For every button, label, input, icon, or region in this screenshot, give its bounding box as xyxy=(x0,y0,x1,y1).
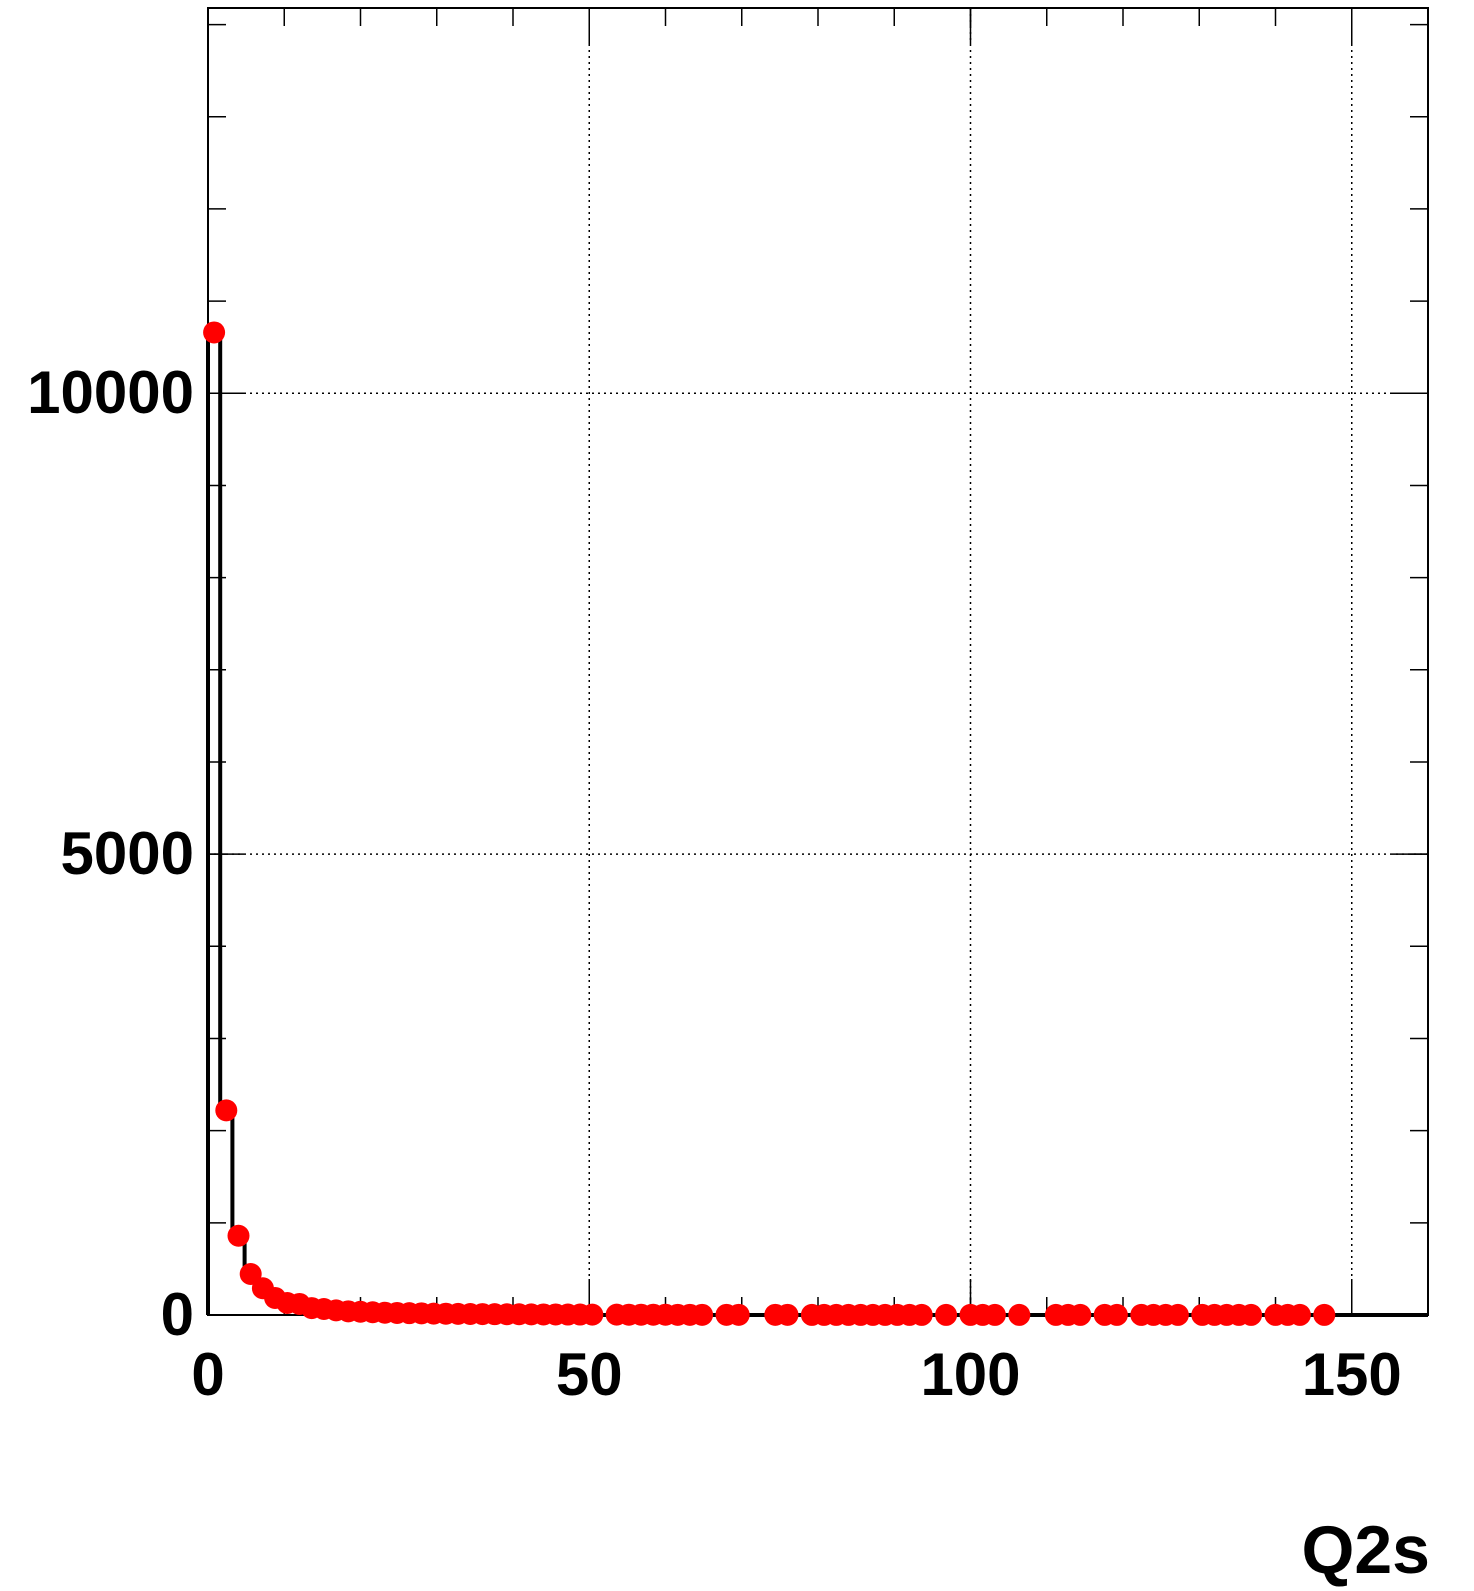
marker xyxy=(1105,1303,1128,1326)
y-tick-label: 10000 xyxy=(27,359,194,426)
marker xyxy=(1166,1303,1189,1326)
marker xyxy=(1313,1303,1336,1326)
marker xyxy=(1288,1303,1311,1326)
marker xyxy=(776,1303,799,1326)
marker xyxy=(910,1303,933,1326)
histogram-line xyxy=(206,330,1428,1317)
marker xyxy=(983,1303,1006,1326)
plot-frame xyxy=(207,7,1429,1316)
marker xyxy=(691,1303,714,1326)
marker xyxy=(1240,1303,1263,1326)
y-tick-label: 0 xyxy=(161,1281,194,1348)
marker xyxy=(935,1303,958,1326)
y-tick-label: 5000 xyxy=(61,820,194,887)
marker xyxy=(203,321,226,344)
x-tick-label: 150 xyxy=(1302,1341,1402,1408)
marker xyxy=(1069,1303,1092,1326)
x-tick-label: 100 xyxy=(920,1341,1020,1408)
marker xyxy=(1008,1303,1031,1326)
marker xyxy=(215,1099,238,1122)
x-tick-label: 0 xyxy=(191,1341,224,1408)
x-tick-label: 50 xyxy=(556,1341,623,1408)
x-axis-label: Q2s xyxy=(1301,1512,1430,1588)
marker xyxy=(727,1303,750,1326)
marker xyxy=(581,1303,604,1326)
marker xyxy=(227,1224,250,1247)
marker xyxy=(239,1262,262,1285)
